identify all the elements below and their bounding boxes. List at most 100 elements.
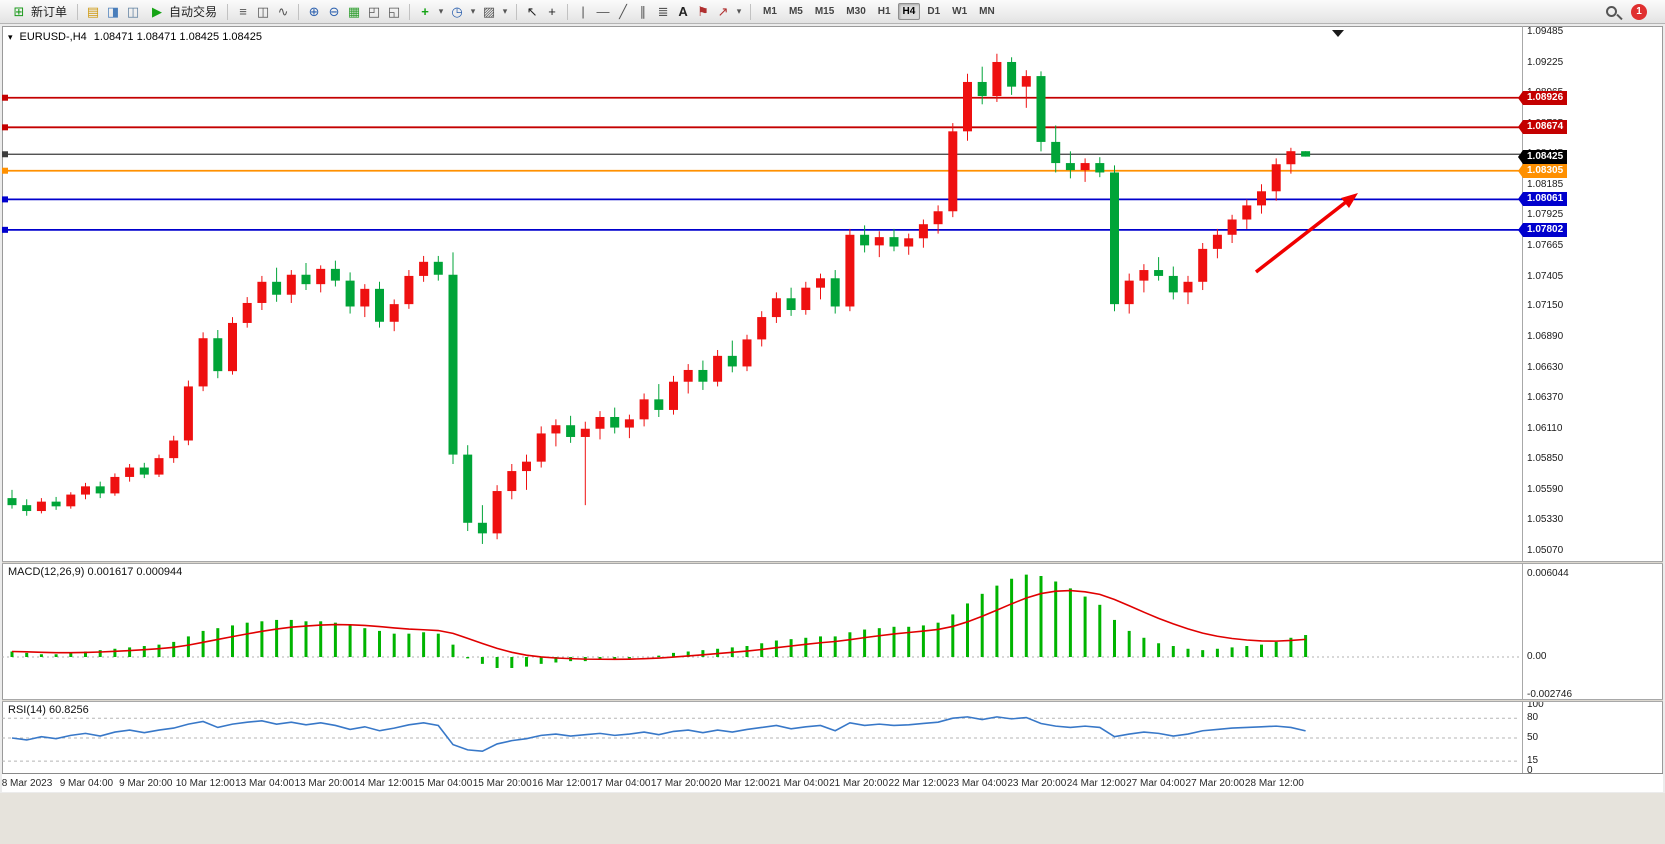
auto-trading-label: 自动交易 <box>169 5 218 19</box>
line-anchor[interactable] <box>2 94 8 101</box>
macd-axis-label: 0.00 <box>1527 651 1547 662</box>
shift-marker-icon[interactable] <box>1332 30 1344 37</box>
chart-window-cascade-icon[interactable]: ◱ <box>387 4 401 19</box>
rsi-axis-label: 50 <box>1527 732 1539 743</box>
arrow-annotation[interactable] <box>1254 200 1348 274</box>
toolbar-right-group: 1 <box>1606 3 1659 20</box>
time-axis[interactable] <box>2 773 1663 792</box>
chevron-down-icon[interactable]: ▾ <box>502 6 508 16</box>
time-axis-label: 23 Mar 20:00 <box>1007 778 1067 789</box>
label-tool-icon[interactable]: ⚑ <box>697 4 709 19</box>
chart-window-icon[interactable]: ◰ <box>367 4 381 19</box>
market-watch-icon[interactable]: ▤ <box>86 4 100 19</box>
text-tool-icon[interactable]: A <box>678 4 688 19</box>
navigator-icon[interactable]: ◨ <box>106 4 120 19</box>
arrow-annotation-head <box>1341 193 1358 208</box>
cursor-icon[interactable]: ↖ <box>526 4 538 19</box>
search-icon[interactable] <box>1606 6 1617 17</box>
time-axis-label: 13 Mar 04:00 <box>235 778 295 789</box>
rsi-axis-label: 100 <box>1527 699 1544 710</box>
fibonacci-tool-icon[interactable]: ≣ <box>657 4 669 19</box>
macd-signal-line <box>11 589 1306 661</box>
zoom-out-icon[interactable]: ⊖ <box>328 4 340 19</box>
macd-axis-label: -0.002746 <box>1527 688 1573 700</box>
notification-badge[interactable]: 1 <box>1631 3 1647 20</box>
price-axis-label: 1.07150 <box>1527 300 1564 312</box>
chevron-down-icon[interactable]: ▾ <box>736 6 742 16</box>
line-anchor[interactable] <box>2 226 8 233</box>
time-axis-label: 9 Mar 04:00 <box>59 778 114 789</box>
toolbar-separator <box>750 3 752 20</box>
time-axis-label: 10 Mar 12:00 <box>175 778 235 789</box>
price-axis-label: 1.06110 <box>1527 422 1563 434</box>
rsi-axis-label: 80 <box>1527 712 1539 724</box>
arrow-tool-icon[interactable]: ↗ <box>717 4 729 19</box>
time-axis-label: 17 Mar 20:00 <box>650 778 710 789</box>
line-anchor[interactable] <box>2 124 8 131</box>
time-axis-label: 23 Mar 04:00 <box>947 778 1007 789</box>
time-axis-label: 15 Mar 04:00 <box>413 778 473 789</box>
timeframe-button-m15[interactable]: M15 <box>814 6 835 17</box>
time-axis-label: 27 Mar 04:00 <box>1126 778 1186 789</box>
line-anchor[interactable] <box>2 151 8 158</box>
toolbar-separator <box>227 3 229 20</box>
price-axis-label: 1.07665 <box>1527 239 1564 251</box>
price-axis-label: 1.05070 <box>1527 545 1564 556</box>
price-axis-label: 1.07405 <box>1527 270 1564 282</box>
one-click-trading-toggle[interactable]: ▾ <box>8 31 13 42</box>
price-axis-label: 1.06630 <box>1527 361 1564 373</box>
vertical-line-tool-icon[interactable]: | <box>581 4 585 19</box>
crosshair-icon[interactable]: + <box>548 4 556 19</box>
candles-layer <box>7 53 1311 544</box>
timeframe-button-d1[interactable]: D1 <box>927 6 941 17</box>
toolbar-separator <box>409 3 411 20</box>
time-axis-label: 27 Mar 20:00 <box>1185 778 1245 789</box>
symbol-title: EURUSD-,H4 <box>19 31 87 43</box>
price-axis-label: 1.05590 <box>1527 483 1564 495</box>
line-chart-icon[interactable]: ∿ <box>277 4 289 19</box>
auto-trading-button[interactable]: ▶ 自动交易 <box>144 2 221 22</box>
time-axis-label: 8 Mar 2023 <box>1 778 53 789</box>
tile-windows-icon[interactable]: ▦ <box>347 4 361 19</box>
time-axis-label: 9 Mar 20:00 <box>119 778 173 789</box>
rsi-label: RSI(14) 60.8256 <box>8 704 89 716</box>
timeframe-button-h1[interactable]: H1 <box>877 6 891 17</box>
price-axis-label: 1.09225 <box>1527 56 1564 68</box>
auto-trading-icon: ▶ <box>152 4 163 19</box>
chevron-down-icon[interactable]: ▾ <box>470 6 476 16</box>
timeframe-button-h4[interactable]: H4 <box>897 3 921 20</box>
pane-splitter[interactable] <box>2 561 1663 564</box>
rsi-line <box>11 716 1306 753</box>
time-axis-label: 21 Mar 20:00 <box>829 778 889 789</box>
period-clock-icon[interactable]: ◷ <box>451 4 463 19</box>
add-indicator-icon[interactable]: + <box>421 4 429 19</box>
candlestick-chart-icon[interactable]: ◫ <box>256 4 270 19</box>
timeframe-button-m1[interactable]: M1 <box>763 6 777 17</box>
new-order-button[interactable]: ⊞ 新订单 <box>6 2 71 22</box>
terminal-icon[interactable]: ◫ <box>126 4 140 19</box>
line-anchor[interactable] <box>2 167 8 174</box>
macd-histogram <box>10 574 1308 668</box>
pane-splitter[interactable] <box>2 699 1663 702</box>
time-axis-label: 16 Mar 12:00 <box>532 778 592 789</box>
timeframe-button-w1[interactable]: W1 <box>952 6 968 17</box>
horizontal-line-tool-icon[interactable]: — <box>596 4 610 19</box>
support-price-tag: 1.08061 <box>1517 192 1568 207</box>
timeframe-button-mn[interactable]: MN <box>979 6 995 17</box>
timeframe-button-m5[interactable]: M5 <box>788 6 803 17</box>
trendline-tool-icon[interactable]: ╱ <box>619 4 627 19</box>
channel-tool-icon[interactable]: ∥ <box>639 4 647 19</box>
chevron-down-icon[interactable]: ▾ <box>438 6 444 16</box>
time-axis-label: 15 Mar 20:00 <box>472 778 532 789</box>
zoom-in-icon[interactable]: ⊕ <box>308 4 320 19</box>
template-icon[interactable]: ▨ <box>482 4 496 19</box>
price-axis-label: 1.09485 <box>1527 26 1564 37</box>
line-anchor[interactable] <box>2 196 8 203</box>
macd-axis-label: 0.006044 <box>1527 568 1569 579</box>
price-axis-label: 1.08185 <box>1527 178 1564 190</box>
price-axis-divider <box>1522 26 1523 773</box>
timeframe-button-m30[interactable]: M30 <box>846 6 866 17</box>
time-axis-label: 14 Mar 12:00 <box>353 778 413 789</box>
bar-chart-icon[interactable]: ≡ <box>239 4 247 19</box>
